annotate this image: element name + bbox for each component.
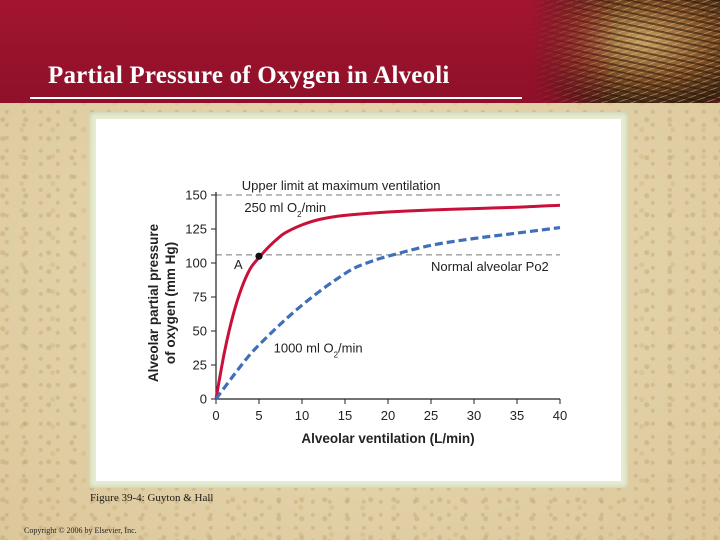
y-tick-label: 150 (185, 188, 207, 203)
point-a-label: A (234, 257, 243, 272)
y-tick-label: 25 (193, 358, 207, 373)
header-artwork (530, 0, 720, 103)
x-tick-label: 35 (510, 408, 524, 423)
x-tick-label: 0 (212, 408, 219, 423)
series-line-250ml (214, 203, 561, 400)
slide-title: Partial Pressure of Oxygen in Alveoli (48, 62, 450, 89)
y-tick-label: 125 (185, 222, 207, 237)
x-tick-label: 15 (338, 408, 352, 423)
slide-header: Partial Pressure of Oxygen in Alveoli (0, 0, 720, 103)
y-tick-label: 50 (193, 324, 207, 339)
y-axis-label-line1: Alveolar partial pressure (146, 223, 161, 382)
upper-limit-label: Upper limit at maximum ventilation (242, 178, 441, 193)
series-label-250ml: 250 ml O2/min (244, 200, 326, 219)
x-tick-label: 5 (255, 408, 262, 423)
series-label-1000ml: 1000 ml O2/min (274, 341, 363, 360)
oxygen-ventilation-chart: 0 25 50 75 100 125 150 0 5 10 15 20 25 30 35 40 Alveolar… (146, 178, 567, 446)
x-tick-label: 10 (295, 408, 309, 423)
x-axis-label: Alveolar ventilation (L/min) (301, 431, 474, 446)
y-tick-label: 0 (200, 392, 207, 407)
x-tick-label: 30 (467, 408, 481, 423)
y-tick-label: 100 (185, 256, 207, 271)
figure-caption: Figure 39-4: Guyton & Hall (90, 492, 214, 504)
x-tick-label: 40 (553, 408, 567, 423)
normal-po2-label: Normal alveolar Po2 (431, 259, 549, 274)
title-underline (30, 97, 522, 99)
point-a-marker (255, 252, 263, 260)
copyright-notice: Copyright © 2006 by Elsevier, Inc. (24, 526, 137, 535)
y-tick-label: 75 (193, 290, 207, 305)
y-axis-label-line2: of oxygen (mm Hg) (163, 242, 178, 364)
series-line-1000ml (214, 226, 561, 400)
figure-frame: 0 25 50 75 100 125 150 0 5 10 15 20 25 30 35 40 Alveolar… (89, 112, 628, 488)
x-tick-label: 25 (424, 408, 438, 423)
x-tick-label: 20 (381, 408, 395, 423)
figure-panel: 0 25 50 75 100 125 150 0 5 10 15 20 25 30 35 40 Alveolar… (96, 119, 621, 481)
